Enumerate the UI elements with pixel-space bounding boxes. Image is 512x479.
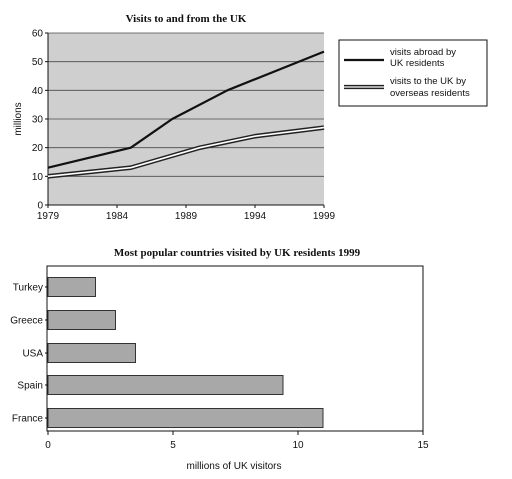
line-chart-title: Visits to and from the UK xyxy=(126,13,247,25)
legend-label-uk: visits to the UK by overseas residents xyxy=(390,76,470,99)
y-tick-label: 20 xyxy=(32,143,44,154)
y-tick-label: 0 xyxy=(37,201,43,212)
x-tick-label: 1994 xyxy=(244,211,267,222)
line-chart-gridlines xyxy=(48,32,324,177)
category-label-greece: Greece xyxy=(10,316,43,327)
bar-turkey xyxy=(47,277,96,297)
y-tick-label: 30 xyxy=(32,115,44,126)
category-label-usa: USA xyxy=(22,349,43,360)
line-chart-series xyxy=(47,50,325,179)
bar-greece xyxy=(47,310,116,330)
category-label-spain: Spain xyxy=(17,381,43,392)
x-tick-label: 1984 xyxy=(106,211,129,222)
x-tick-label: 0 xyxy=(45,440,51,451)
y-tick-label: 50 xyxy=(32,57,44,68)
x-tick-label: 15 xyxy=(417,440,429,451)
category-label-turkey: Turkey xyxy=(13,283,43,294)
x-tick-label: 1999 xyxy=(313,211,336,222)
x-tick-label: 5 xyxy=(170,440,176,451)
bar-chart-bars xyxy=(47,277,324,428)
y-tick-label: 10 xyxy=(32,172,44,183)
x-tick-label: 1979 xyxy=(37,211,60,222)
bar-chart-x-axis-label: millions of UK visitors xyxy=(186,461,281,472)
bar-spain xyxy=(47,375,284,395)
bar-chart-title: Most popular countries visited by UK res… xyxy=(114,247,361,259)
line-chart-legend: visits abroad by UK residents visits to t… xyxy=(338,39,488,107)
line-chart-y-ticks: 0 10 20 30 40 50 60 xyxy=(32,29,48,212)
series-line-uk-visits-inner xyxy=(47,126,325,178)
y-tick-label: 60 xyxy=(32,29,44,40)
line-chart: Visits to and from the UK 0102030405060 … xyxy=(13,13,488,222)
line-chart-y-axis-label: millions xyxy=(13,102,24,135)
line-chart-x-ticks: 1979 1984 1989 1994 1999 xyxy=(37,205,336,222)
bar-chart: Most popular countries visited by UK res… xyxy=(10,247,429,472)
legend-box xyxy=(338,39,488,107)
y-tick-label: 40 xyxy=(32,86,44,97)
series-line-abroad-visits xyxy=(47,50,325,169)
bar-chart-x-ticks: 0 5 10 15 xyxy=(45,431,429,451)
bar-usa xyxy=(47,343,136,363)
bar-chart-category-labels: Turkey Greece USA Spain France xyxy=(10,283,48,425)
legend-label-abroad: visits abroad by UK residents xyxy=(390,47,456,69)
x-tick-label: 1989 xyxy=(175,211,198,222)
bar-france xyxy=(47,408,324,428)
x-tick-label: 10 xyxy=(292,440,304,451)
category-label-france: France xyxy=(12,414,44,425)
